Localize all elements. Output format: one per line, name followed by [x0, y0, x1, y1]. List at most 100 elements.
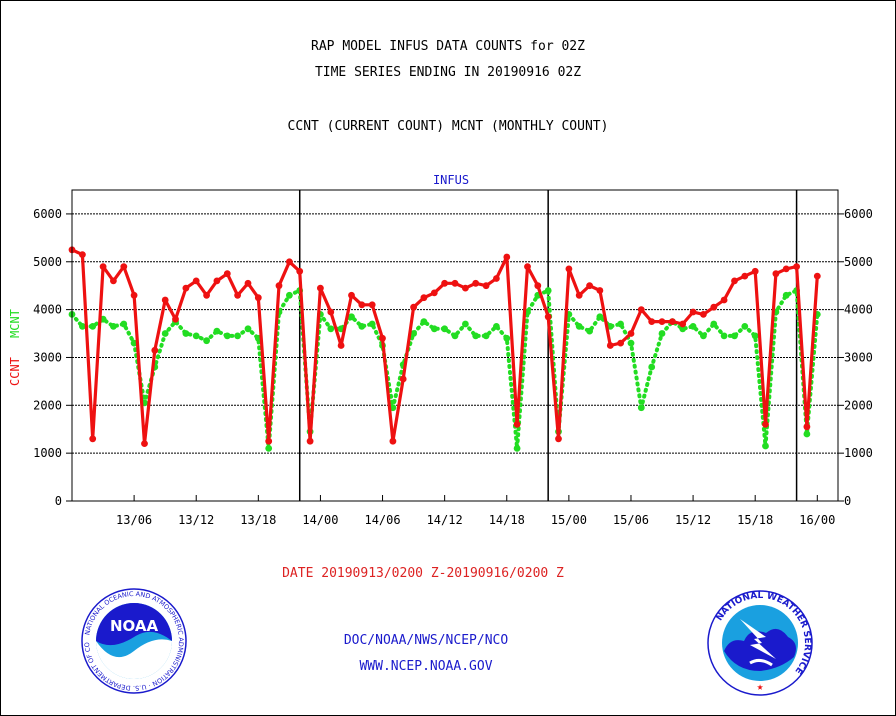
data-point-ccnt	[337, 342, 345, 349]
data-point-mcnt	[679, 325, 687, 333]
data-point-mcnt	[348, 313, 355, 321]
data-point-ccnt	[79, 251, 86, 258]
data-point-ccnt	[89, 435, 97, 443]
data-point-mcnt	[79, 323, 86, 330]
data-point-ccnt	[813, 272, 821, 280]
data-point-ccnt	[482, 282, 490, 290]
data-point-ccnt	[306, 437, 314, 445]
data-point-mcnt	[161, 330, 169, 337]
data-point-mcnt	[482, 332, 490, 340]
data-point-ccnt	[534, 282, 542, 290]
data-point-ccnt	[451, 279, 459, 287]
nws-star-icon: ★	[757, 680, 764, 693]
data-point-mcnt	[462, 320, 469, 328]
data-point-ccnt	[120, 263, 128, 270]
data-point-mcnt	[503, 334, 511, 342]
data-point-ccnt	[223, 270, 231, 278]
data-point-mcnt	[710, 320, 718, 328]
data-point-mcnt	[420, 318, 428, 325]
chart-title-line2: TIME SERIES ENDING IN 20190916 02Z	[314, 65, 582, 80]
nws-logo: NATIONAL WEATHER SERVICE ★	[707, 590, 813, 696]
y-tick-label-right: 2000	[844, 398, 873, 412]
plot-title: INFUS	[433, 173, 469, 187]
data-point-mcnt	[700, 332, 707, 340]
data-point-mcnt	[731, 332, 738, 340]
data-point-mcnt	[120, 320, 128, 328]
y-axis-label-mcnt: MCNT	[8, 309, 22, 338]
data-point-ccnt	[710, 303, 718, 311]
data-point-mcnt	[648, 363, 656, 371]
data-point-ccnt	[161, 296, 169, 304]
y-tick-label-left: 3000	[33, 350, 62, 364]
data-point-mcnt	[575, 323, 583, 330]
data-point-ccnt	[410, 303, 417, 311]
data-point-mcnt	[762, 442, 769, 450]
data-point-ccnt	[472, 279, 480, 287]
date-range: DATE 20190913/0200 Z-20190916/0200 Z	[282, 566, 564, 581]
y-tick-label-right: 4000	[844, 303, 873, 317]
y-tick-label-left: 0	[55, 494, 62, 508]
data-point-ccnt	[296, 267, 304, 275]
data-point-mcnt	[358, 323, 366, 330]
plot-area	[71, 189, 839, 502]
data-point-ccnt	[462, 284, 469, 292]
data-point-ccnt	[254, 294, 262, 302]
data-point-mcnt	[741, 323, 749, 330]
x-tick-labels: 13/06 13/12 13/18 14/00 14/06 14/12 14/18 15/00…	[116, 495, 835, 527]
data-point-ccnt	[213, 277, 221, 285]
data-point-mcnt	[637, 404, 645, 412]
data-point-mcnt	[410, 330, 417, 337]
x-tick-label: 14/18	[489, 513, 525, 527]
data-point-mcnt	[586, 327, 593, 335]
y-tick-label-right: 3000	[844, 350, 873, 364]
org-text: DOC/NOAA/NWS/NCEP/NCO	[343, 633, 509, 648]
data-point-ccnt	[782, 265, 790, 273]
data-point-ccnt	[772, 270, 780, 278]
y-tick-label-right: 1000	[844, 446, 873, 460]
data-point-mcnt	[286, 291, 293, 299]
data-point-mcnt	[203, 337, 211, 345]
y-tick-label-right: 0	[844, 494, 851, 508]
data-point-ccnt	[741, 272, 749, 280]
data-point-ccnt	[720, 296, 728, 304]
data-point-ccnt	[524, 263, 531, 270]
data-point-mcnt	[451, 332, 459, 340]
data-point-mcnt	[751, 332, 759, 340]
data-point-ccnt	[275, 282, 283, 290]
data-point-mcnt	[720, 332, 728, 340]
y-tick-labels-left: 0 1000 2000 3000 4000 5000 6000	[33, 207, 62, 508]
x-tick-label: 15/06	[613, 513, 649, 527]
data-point-ccnt	[751, 267, 759, 275]
data-point-ccnt	[141, 440, 148, 447]
day-boundary-lines	[298, 190, 798, 501]
website-link[interactable]: WWW.NCEP.NOAA.GOV	[359, 659, 493, 674]
data-point-ccnt	[286, 258, 293, 266]
x-tick-label: 15/18	[737, 513, 773, 527]
data-point-ccnt	[368, 301, 376, 309]
x-tick-label: 14/06	[364, 513, 400, 527]
x-tick-label: 14/12	[427, 513, 463, 527]
data-point-ccnt	[575, 291, 583, 299]
data-point-ccnt	[762, 421, 769, 428]
y-tick-label-left: 2000	[33, 398, 62, 412]
data-point-ccnt	[420, 294, 428, 302]
y-tick-label-right: 5000	[844, 255, 873, 269]
data-point-ccnt	[617, 339, 624, 347]
data-point-ccnt	[627, 330, 635, 337]
data-point-ccnt	[689, 308, 697, 316]
noaa-logo-text: NOAA	[110, 617, 159, 635]
y-axis-label: CCNT MCNT	[8, 309, 22, 386]
data-point-mcnt	[658, 330, 666, 337]
data-point-mcnt	[110, 323, 117, 330]
data-point-ccnt	[648, 318, 656, 325]
data-point-ccnt	[244, 279, 252, 287]
data-point-mcnt	[544, 287, 552, 294]
data-point-ccnt	[151, 346, 159, 354]
y-tick-label-right: 6000	[844, 207, 873, 221]
data-point-ccnt	[317, 284, 324, 292]
data-point-ccnt	[389, 437, 397, 445]
x-tick-label: 15/00	[551, 513, 587, 527]
y-tick-label-left: 5000	[33, 255, 62, 269]
data-point-mcnt	[89, 323, 97, 330]
data-point-mcnt	[244, 325, 252, 333]
